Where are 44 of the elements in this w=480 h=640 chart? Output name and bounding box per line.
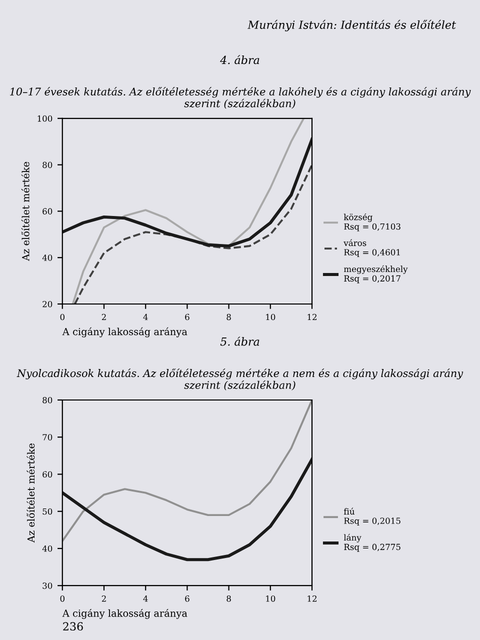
x-tick-label: 12 bbox=[308, 314, 316, 320]
x-tick-label: 4 bbox=[143, 595, 148, 602]
y-tick-label: 60 bbox=[42, 471, 52, 478]
x-tick-label: 2 bbox=[102, 314, 106, 320]
y-tick-label: 70 bbox=[42, 434, 52, 440]
line-series bbox=[62, 458, 312, 562]
x-tick-label: 4 bbox=[143, 314, 148, 320]
x-axis-title: A cigány lakosság aránya bbox=[62, 327, 188, 338]
x-tick-label: 6 bbox=[185, 595, 190, 602]
x-tick-label: 2 bbox=[102, 595, 106, 602]
text: 236 bbox=[63, 622, 83, 631]
x-tick-label: 8 bbox=[226, 595, 231, 602]
y-axis-title: Az előítélet mértéke bbox=[21, 162, 30, 262]
chart-subtitle: Nyolcadikosok kutatás. Az előítéletesség mértéke a nem és a cigány lakossági arány szerint (százalékban) bbox=[16, 368, 464, 390]
y-tick-label: 30 bbox=[42, 582, 52, 589]
y-tick-label: 50 bbox=[42, 508, 52, 515]
line-series bbox=[74, 164, 312, 304]
y-tick-label: 40 bbox=[42, 254, 52, 261]
y-tick-label: 100 bbox=[38, 115, 52, 122]
x-tick-label: 6 bbox=[185, 314, 190, 320]
x-tick-label: 10 bbox=[266, 314, 276, 320]
x-tick-label: 10 bbox=[266, 595, 276, 602]
y-tick-label: 80 bbox=[42, 396, 52, 404]
y-tick-label: 60 bbox=[42, 208, 52, 214]
x-tick-label: 8 bbox=[226, 314, 231, 320]
legend-label: község Rsq = 0,7103 bbox=[344, 213, 400, 232]
x-tick-label: 0 bbox=[60, 595, 64, 602]
line-series bbox=[72, 118, 305, 304]
y-axis-title: Az előítélet mértéke bbox=[26, 444, 35, 543]
y-tick-label: 80 bbox=[42, 162, 52, 168]
x-tick-label: 12 bbox=[308, 595, 316, 602]
legend-label: város Rsq = 0,4601 bbox=[344, 239, 400, 258]
legend-label: megyeszékhely Rsq = 0,2017 bbox=[344, 265, 408, 284]
chart-subtitle: 10–17 évesek kutatás. Az előítéletesség mértéke a lakóhely és a cigány lakossági arány szerint (százalékban) bbox=[10, 87, 471, 109]
legend-label: fiú Rsq = 0,2015 bbox=[344, 508, 400, 526]
chart-title: 5. ábra bbox=[220, 336, 260, 346]
legend-label: lány Rsq = 0,2775 bbox=[344, 534, 400, 552]
x-axis-title: A cigány lakosság aránya bbox=[62, 608, 188, 619]
line-series bbox=[62, 138, 312, 248]
text: Murányi István: Identitás és előítélet bbox=[248, 20, 456, 32]
chart-title: 4. ábra bbox=[220, 55, 260, 64]
y-tick-label: 40 bbox=[42, 545, 52, 552]
y-tick-label: 20 bbox=[42, 300, 52, 308]
x-tick-label: 0 bbox=[60, 314, 64, 320]
